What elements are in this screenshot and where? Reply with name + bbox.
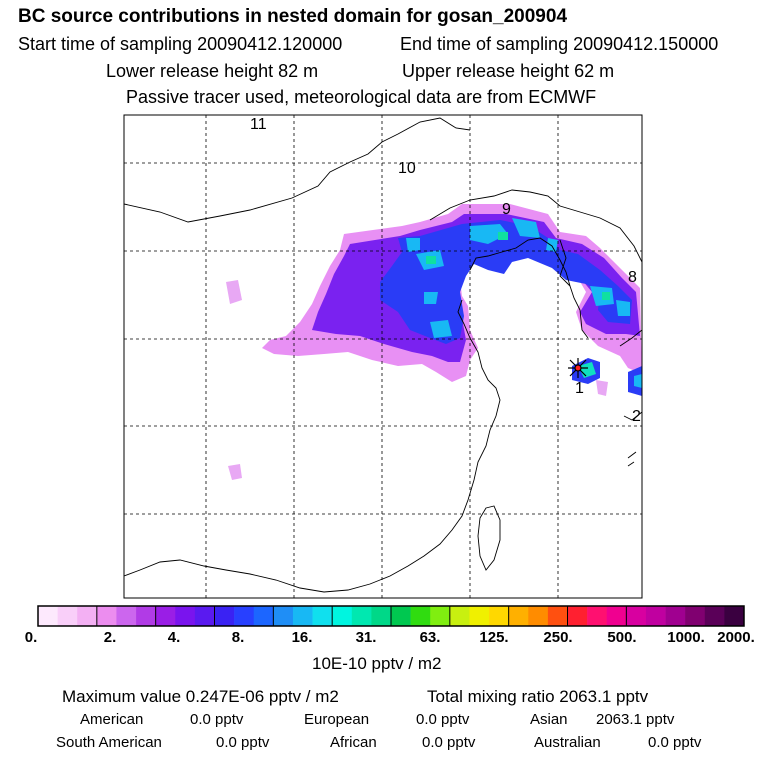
- african-value: 0.0 pptv: [422, 734, 476, 751]
- upper-release-height: Upper release height 62 m: [402, 61, 615, 81]
- colorbar-tick: 250.: [543, 629, 573, 646]
- start-time: Start time of sampling 20090412.120000: [18, 34, 343, 54]
- total-mixing-ratio: Total mixing ratio 2063.1 pptv: [427, 687, 649, 706]
- colorbar-tick: 500.: [607, 629, 637, 646]
- colorbar-swatch: [96, 606, 117, 626]
- colorbar-tick: 1000.: [667, 629, 705, 646]
- colorbar-swatch: [155, 606, 176, 626]
- colorbar-swatch: [449, 606, 470, 626]
- east-plume-core: [634, 374, 642, 388]
- map-title: BC source contributions in nested domain…: [18, 6, 568, 27]
- colorbar-swatch: [391, 606, 411, 626]
- tracer-note: Passive tracer used, meteorological data…: [126, 87, 597, 107]
- colorbar-swatch: [371, 606, 392, 626]
- colorbar-swatch: [685, 606, 706, 626]
- colorbar-swatch: [57, 606, 78, 626]
- colorbar-swatch: [626, 606, 647, 626]
- colorbar-tick: 2000.: [717, 629, 755, 646]
- colorbar: [37, 605, 745, 627]
- concentration-plume: [226, 204, 642, 480]
- colorbar-swatch: [351, 606, 372, 626]
- colorbar-tick: 0.: [24, 629, 38, 646]
- coastlines: [124, 117, 642, 593]
- south-american-label: South American: [56, 734, 162, 751]
- colorbar-swatch: [175, 606, 196, 626]
- colorbar-swatch: [587, 606, 608, 626]
- china-east-coast: [124, 299, 501, 593]
- australian-label: Australian: [534, 734, 601, 751]
- american-label: American: [80, 711, 144, 728]
- inland-border: [559, 239, 571, 287]
- colorbar-swatch: [253, 606, 274, 626]
- colorbar-tick: 8.: [231, 629, 245, 646]
- graticule: [124, 115, 642, 598]
- european-value: 0.0 pptv: [416, 711, 470, 728]
- track-label-11: 11: [250, 116, 267, 133]
- colorbar-swatch: [606, 606, 627, 626]
- colorbar-swatch: [312, 606, 333, 626]
- colorbar-swatch: [194, 606, 215, 626]
- colorbar-tick: 2.: [103, 629, 117, 646]
- end-time: End time of sampling 20090412.150000: [400, 34, 719, 54]
- taiwan: [477, 505, 501, 571]
- colorbar-tick: 31.: [355, 629, 377, 646]
- colorbar-swatch: [38, 606, 58, 626]
- colorbar-units: 10E-10 pptv / m2: [312, 654, 442, 673]
- colorbar-swatch: [508, 606, 529, 626]
- track-label-2: 2: [632, 408, 641, 425]
- colorbar-tick: 63.: [419, 629, 441, 646]
- colorbar-swatch: [292, 606, 313, 626]
- colorbar-swatch: [665, 606, 686, 626]
- colorbar-swatch: [332, 606, 353, 626]
- colorbar-swatch: [704, 606, 725, 626]
- colorbar-swatch: [528, 606, 549, 626]
- track-label-10: 10: [398, 160, 416, 177]
- colorbar-swatch: [645, 606, 666, 626]
- colorbar-swatch: [136, 606, 156, 626]
- colorbar-swatch: [469, 606, 490, 626]
- asian-value: 2063.1 pptv: [596, 711, 675, 728]
- track-label-9: 9: [502, 201, 511, 218]
- colorbar-swatch: [410, 606, 431, 626]
- colorbar-swatch: [489, 606, 509, 626]
- receptor-star: [568, 358, 588, 378]
- colorbar-swatch: [724, 606, 745, 626]
- asian-label: Asian: [530, 711, 568, 728]
- colorbar-tick: 4.: [167, 629, 181, 646]
- colorbar-swatch: [567, 606, 588, 626]
- american-value: 0.0 pptv: [190, 711, 244, 728]
- colorbar-tick: 16.: [291, 629, 313, 646]
- receptor-plume-core: [578, 362, 596, 378]
- japan-coast: [619, 329, 642, 467]
- colorbar-swatch: [547, 606, 568, 626]
- track-label-1: 1: [575, 380, 584, 397]
- colorbar-swatch: [116, 606, 137, 626]
- european-label: European: [304, 711, 370, 728]
- northern-border: [124, 117, 471, 223]
- colorbar-swatch: [430, 606, 451, 626]
- colorbar-border: [37, 605, 745, 627]
- max-value: Maximum value 0.247E-06 pptv / m2: [62, 687, 339, 706]
- bohai-coast: [469, 237, 589, 339]
- colorbar-swatch: [273, 606, 294, 626]
- map-frame: [123, 114, 643, 599]
- track-label-8: 8: [628, 269, 637, 286]
- lower-release-height: Lower release height 82 m: [106, 61, 319, 81]
- south-american-value: 0.0 pptv: [216, 734, 270, 751]
- map-frame-content: 11 10 9 8 1 2: [124, 115, 642, 598]
- colorbar-swatch: [77, 606, 98, 626]
- colorbar-swatch: [234, 606, 255, 626]
- african-label: African: [330, 734, 377, 751]
- colorbar-swatch: [214, 606, 235, 626]
- australian-value: 0.0 pptv: [648, 734, 702, 751]
- colorbar-tick: 125.: [479, 629, 509, 646]
